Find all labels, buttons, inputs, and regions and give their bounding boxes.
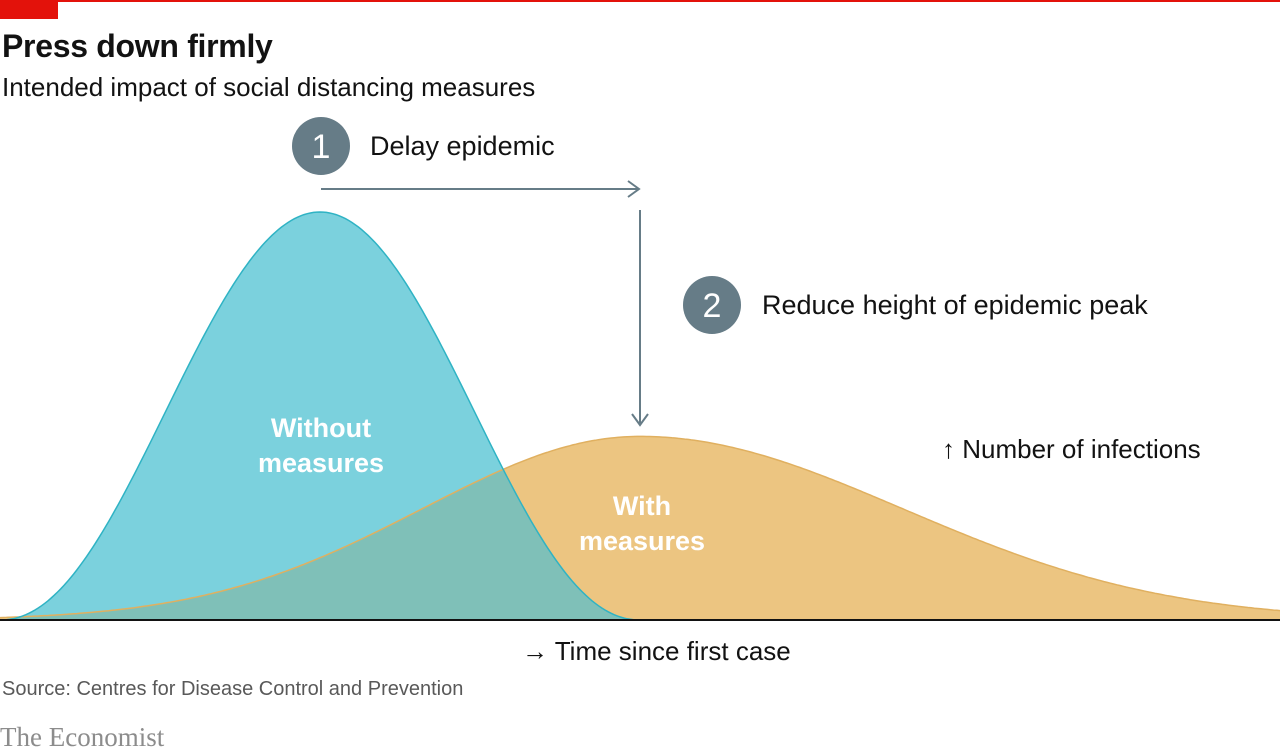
annotation-2-text: Reduce height of epidemic peak	[762, 290, 1148, 320]
top-accent-rule	[0, 0, 1280, 2]
annotation-2-badge	[683, 276, 741, 334]
x-axis-label: → Time since first case	[522, 636, 791, 666]
without-measures-area	[0, 212, 1280, 620]
chart-title: Press down firmly	[2, 28, 273, 64]
with-measures-line	[0, 435, 1280, 619]
chart-subtitle: Intended impact of social distancing mea…	[2, 72, 536, 102]
without-measures-label-line-1: Without	[271, 413, 371, 443]
reduce-arrow-head	[631, 413, 649, 427]
annotation-2-number: 2	[703, 287, 722, 325]
annotation-1-badge	[292, 117, 350, 175]
with-measures-label-line-1: With	[613, 491, 671, 521]
annotation-1-number: 1	[312, 128, 331, 166]
overlap-area	[0, 469, 1280, 620]
source-note: Source: Centres for Disease Control and …	[2, 678, 464, 700]
brand-logo-text: The Economist	[0, 722, 165, 752]
delay-arrow-head	[627, 180, 641, 198]
y-axis-label: ↑ Number of infections	[942, 434, 1201, 464]
annotation-1-text: Delay epidemic	[370, 131, 555, 161]
without-measures-label-line-2: measures	[258, 448, 384, 478]
brand-red-tab	[0, 0, 58, 19]
with-measures-label-line-2: measures	[579, 526, 705, 556]
